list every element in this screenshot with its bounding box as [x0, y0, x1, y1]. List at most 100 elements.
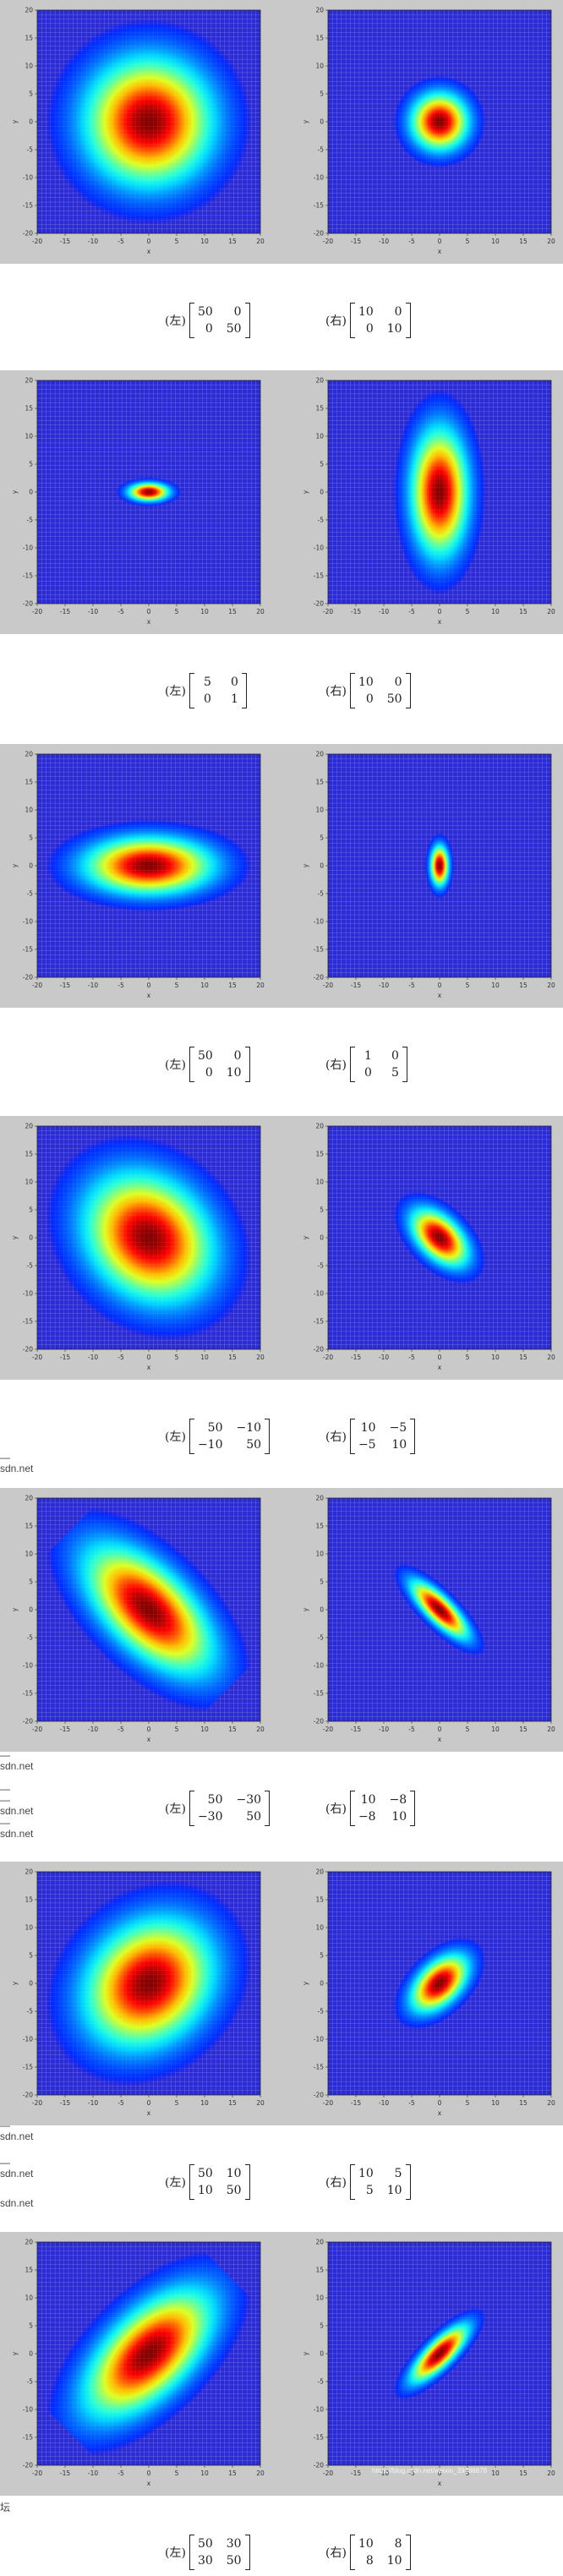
x-axis-label: x [438, 248, 442, 255]
y-tick-label: -15 [23, 1318, 33, 1326]
x-tick-label: -5 [118, 238, 124, 245]
y-tick-label: 20 [25, 1495, 33, 1502]
y-tick-label: -20 [23, 1718, 33, 1726]
x-tick-label: 15 [228, 982, 237, 989]
x-tick-label: -5 [118, 2099, 124, 2107]
covariance-matrix: 10 0 0 10 [349, 303, 411, 338]
x-tick-label: 15 [519, 2469, 527, 2477]
matrix-entry: 1 [364, 1049, 372, 1063]
y-tick-label: 20 [315, 1123, 324, 1130]
y-tick-label: -5 [27, 146, 34, 154]
y-tick-label: -5 [27, 517, 34, 524]
x-tick-label: -15 [60, 608, 70, 615]
x-tick-label: 5 [466, 982, 470, 989]
caption-label: (左) [165, 1802, 186, 1816]
x-tick-label: 0 [147, 608, 151, 615]
y-tick-label: 15 [315, 1151, 324, 1158]
y-tick-label: 5 [320, 90, 324, 98]
x-tick-label: 20 [256, 238, 265, 245]
y-tick-label: -15 [314, 1690, 324, 1698]
x-axis-label: x [438, 2109, 442, 2117]
caption-label: (左) [165, 1058, 186, 1072]
y-tick-label: 15 [315, 405, 324, 413]
covariance-matrix: 10 −5 −5 10 [349, 1419, 416, 1454]
y-tick-label: 15 [315, 2267, 324, 2274]
y-tick-label: 0 [320, 489, 324, 496]
y-tick-label: -15 [314, 572, 324, 580]
y-tick-label: 5 [320, 834, 324, 842]
x-tick-label: 20 [256, 982, 265, 989]
x-tick-label: 20 [256, 1726, 265, 1733]
x-axis-label: x [147, 1736, 151, 1743]
y-tick-label: 0 [29, 2350, 33, 2358]
y-tick-label: -20 [23, 1346, 33, 1354]
matrix-entry: 0 [231, 675, 238, 689]
x-tick-label: 15 [519, 238, 527, 245]
x-tick-label: 15 [519, 2099, 527, 2107]
right-bracket [405, 303, 411, 338]
gaussian-density [393, 1937, 486, 2030]
y-tick-label: -15 [314, 946, 324, 954]
y-tick-label: 0 [29, 862, 33, 870]
matrix-entry: 5 [204, 675, 211, 689]
x-tick-label: 0 [438, 1726, 442, 1733]
x-tick-label: -15 [60, 2469, 70, 2477]
x-tick-label: 0 [147, 1726, 151, 1733]
x-tick-label: -10 [379, 2469, 389, 2477]
y-tick-label: 10 [25, 2294, 33, 2302]
gaussian-density [116, 477, 182, 507]
x-tick-label: -10 [88, 1726, 98, 1733]
y-tick-label: -20 [23, 230, 33, 238]
covariance-matrix: 10 0 0 50 [349, 673, 411, 708]
x-tick-label: -20 [323, 1354, 333, 1361]
y-tick-label: -10 [314, 1662, 324, 1670]
plot-right: -20 -15 -10 -5 0 5 10 15 20 20 15 10 5 0 -5 -10 -15 -20 x y [301, 751, 556, 1001]
y-tick-label: 20 [25, 1123, 33, 1130]
y-tick-label: -5 [27, 2008, 34, 2015]
x-tick-label: 0 [147, 2099, 151, 2107]
x-tick-label: 5 [175, 1354, 179, 1361]
plot-right: -20 -15 -10 -5 0 5 10 15 20 20 15 10 5 0 -5 -10 -15 -20 x y [301, 1495, 556, 1745]
x-tick-label: 0 [438, 238, 442, 245]
y-tick-label: -20 [314, 2092, 324, 2099]
caption-left-4: (左) 50 −10 −10 50 [165, 1419, 271, 1454]
matrix-entry: 10 [358, 2167, 374, 2180]
x-tick-label: 15 [519, 608, 527, 615]
cropped-side-text: — sdn.net [0, 1452, 34, 1474]
cropped-side-text: — sdn.net [0, 2119, 34, 2142]
caption-label: (右) [325, 1802, 347, 1816]
x-tick-label: -15 [60, 982, 70, 989]
matrix-entry: 10 [391, 1810, 407, 1824]
y-tick-label: 10 [315, 433, 324, 440]
x-tick-label: 20 [547, 1354, 555, 1361]
y-tick-label: 10 [25, 1551, 33, 1558]
x-tick-label: 10 [200, 982, 209, 989]
x-axis-label: x [147, 2109, 151, 2117]
plot-left: -20 -15 -10 -5 0 5 10 15 20 20 15 10 5 0 -5 -10 -15 -20 x y [10, 1123, 265, 1373]
matrix-entry: 10 [360, 1421, 376, 1435]
x-tick-label: -5 [118, 1354, 124, 1361]
covariance-matrix: 10 −8 −8 10 [349, 1791, 416, 1826]
y-tick-label: 5 [29, 1952, 33, 1960]
x-axis-label: x [438, 1736, 442, 1743]
caption-left-5: (左) 50 −30 −30 50 [165, 1791, 271, 1826]
x-tick-label: -5 [118, 608, 124, 615]
left-bracket [189, 1419, 194, 1454]
right-bracket [405, 2164, 411, 2200]
x-tick-label: -15 [60, 1726, 70, 1733]
matrix-entry: 0 [233, 305, 242, 319]
x-tick-label: 15 [228, 1726, 237, 1733]
right-bracket [405, 673, 411, 708]
y-tick-label: 10 [25, 433, 33, 440]
x-axis-label: x [147, 2480, 151, 2487]
x-tick-label: -5 [408, 1726, 415, 1733]
matrix-entry: 10 [358, 2537, 374, 2551]
matrix-entry: 10 [226, 1066, 242, 1080]
right-bracket [402, 1047, 407, 1082]
covariance-matrix: 10 8 8 10 [349, 2535, 411, 2570]
y-tick-label: 15 [315, 779, 324, 786]
gaussian-plot-left-5: -20 -15 -10 -5 0 5 10 15 20 20 15 10 5 0 -5 -10 -15 -20 x y [11, 1495, 265, 1743]
right-bracket [405, 2535, 411, 2570]
left-bracket [349, 1047, 355, 1082]
y-tick-label: 10 [25, 807, 33, 814]
